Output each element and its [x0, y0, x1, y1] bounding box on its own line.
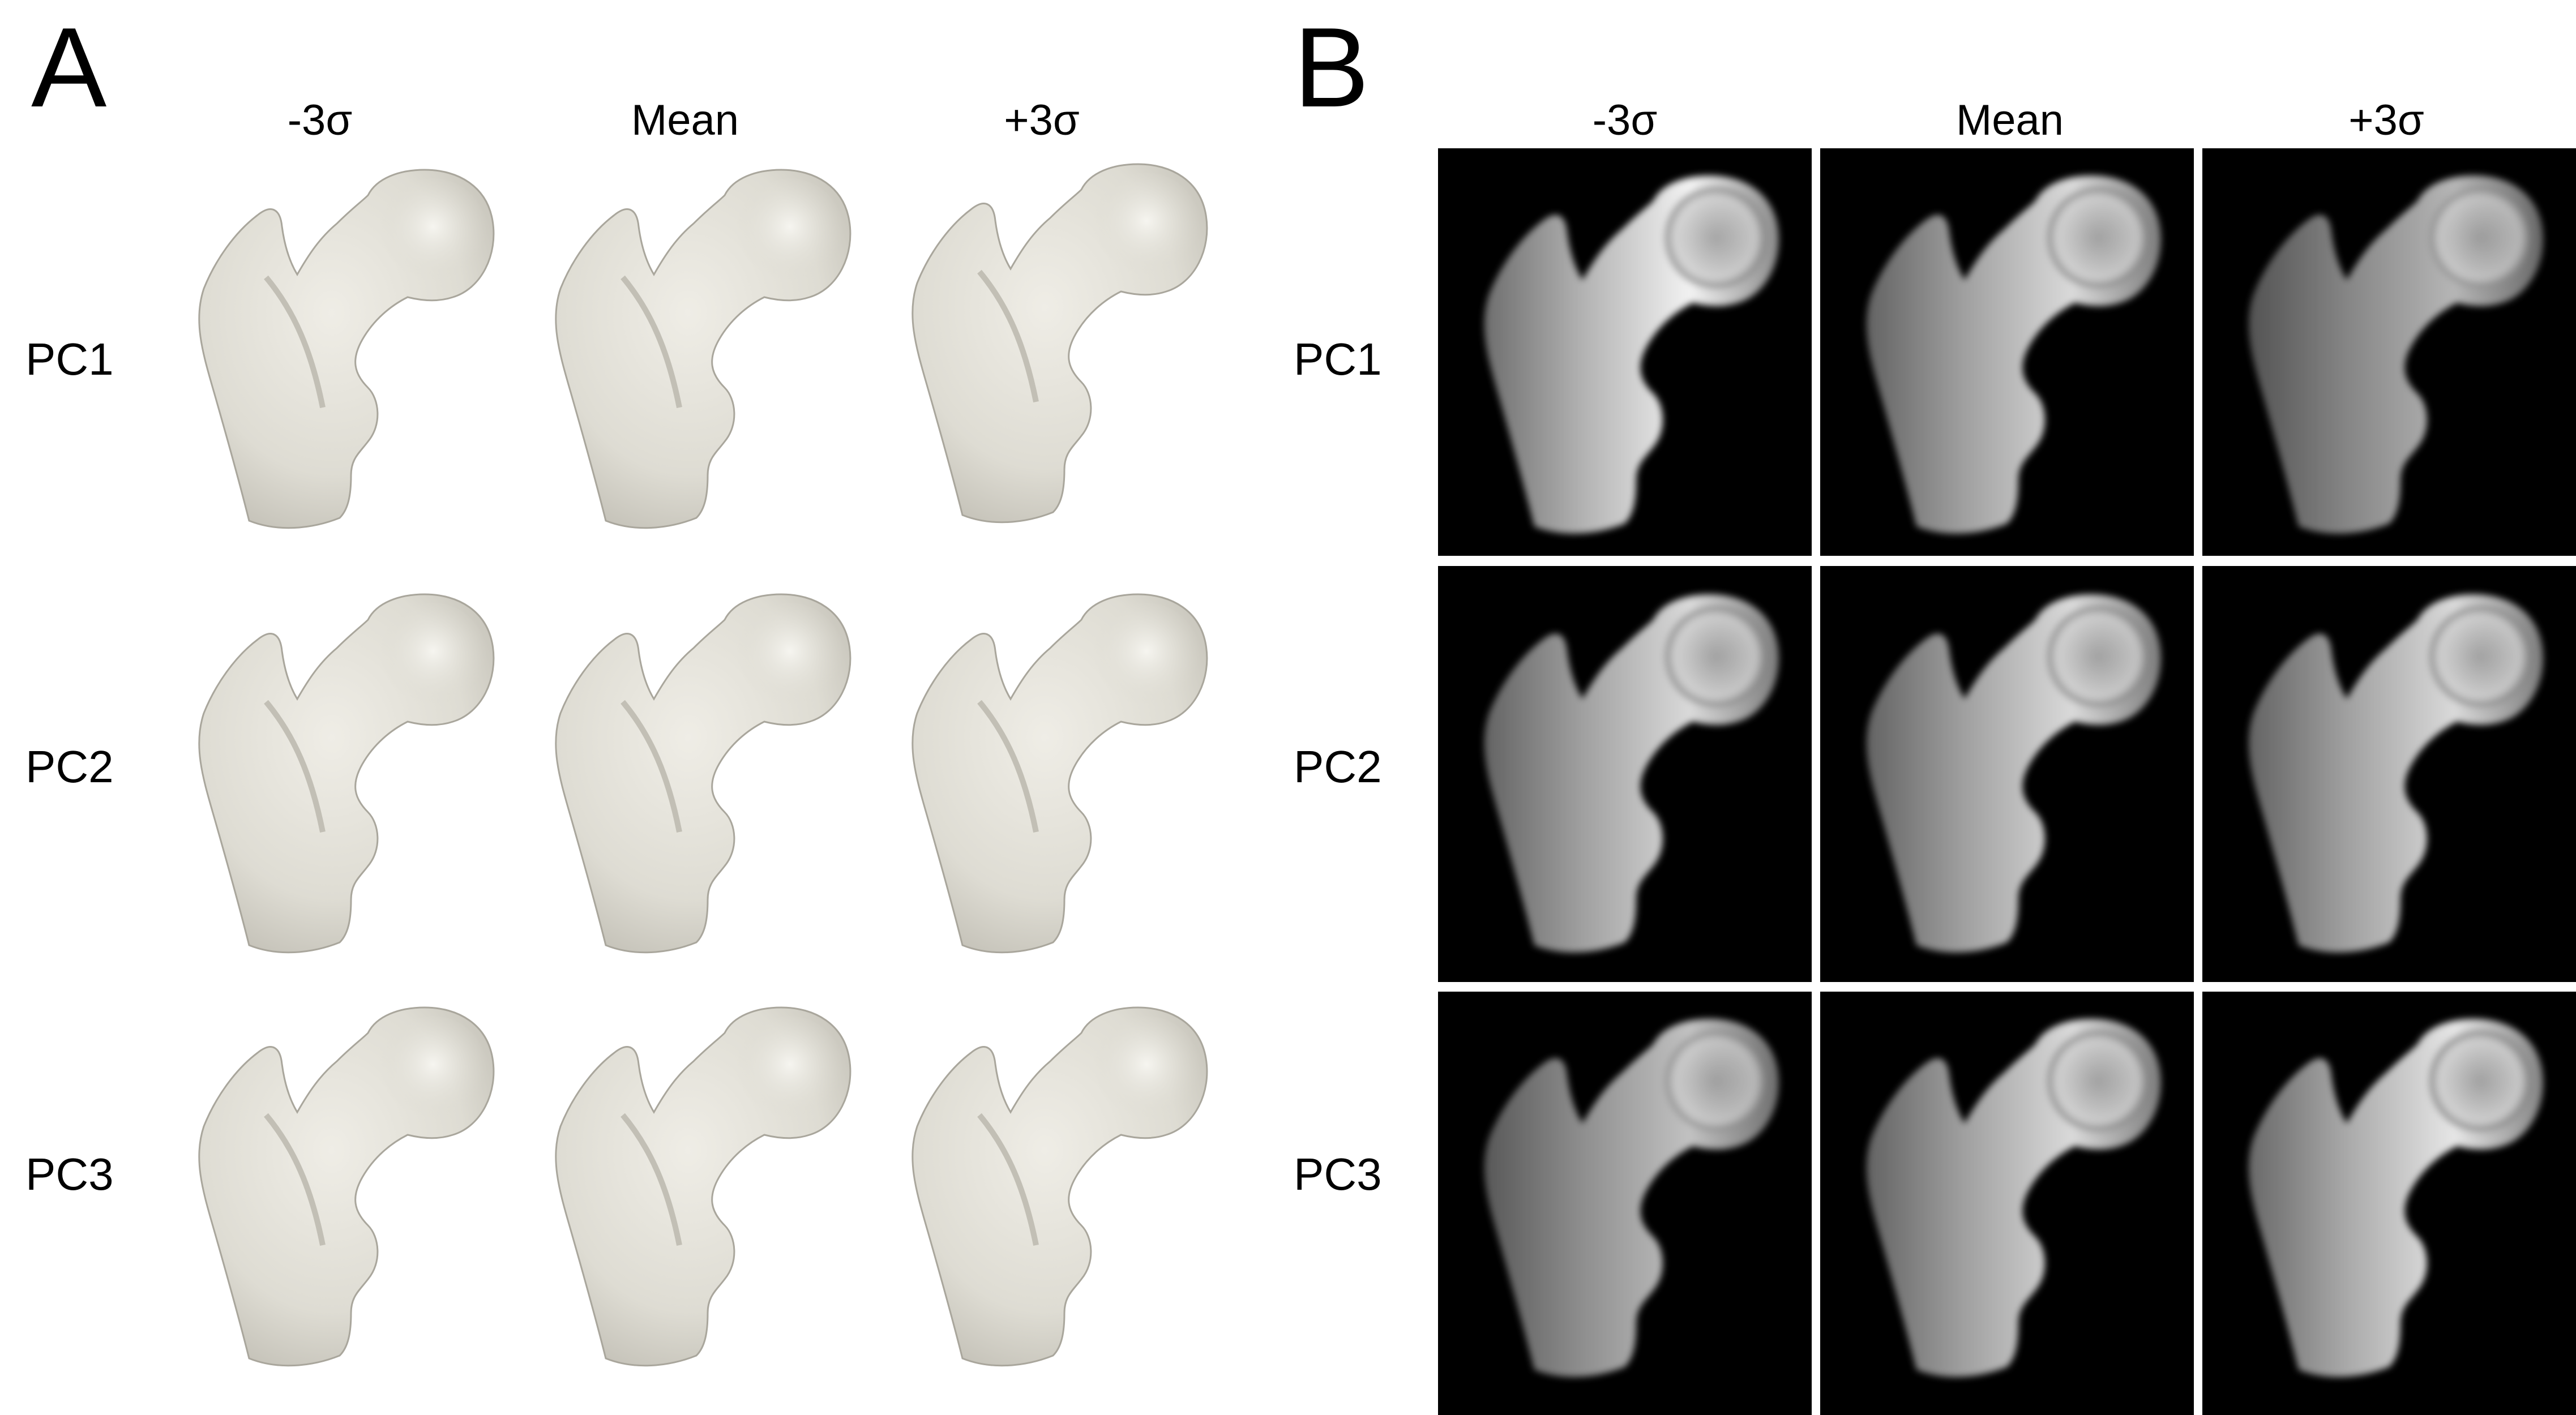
femur-surface-render-icon	[555, 1006, 851, 1367]
panel-b-col-mean: Mean	[1955, 96, 2064, 144]
femur-drr-xray-icon	[1866, 594, 2161, 953]
panel-b-col-plus3sigma: +3σ	[2348, 96, 2424, 144]
femur-drr-xray-icon	[1484, 594, 1779, 953]
femur-surface-render-icon	[198, 1006, 495, 1367]
femur-drr-xray-icon	[2248, 1019, 2543, 1377]
femur-surface-render-icon	[912, 1006, 1208, 1367]
femur-drr-xray-icon	[1484, 175, 1779, 534]
panel-b-row-pc3: PC3	[1294, 1149, 1382, 1199]
panel-b-row-pc1: PC1	[1294, 334, 1382, 384]
panel-b-row-pc2: PC2	[1294, 741, 1382, 792]
panel-b-col-minus3sigma: -3σ	[1592, 96, 1658, 144]
panel-b-grid	[1438, 148, 2576, 1415]
panel-a-col-mean: Mean	[631, 96, 739, 144]
panel-a-letter: A	[31, 5, 107, 131]
panel-a-row-pc1: PC1	[25, 334, 114, 384]
femur-surface-render-icon	[912, 593, 1208, 954]
femur-surface-render-icon	[198, 593, 495, 954]
femur-drr-xray-icon	[1484, 1019, 1779, 1377]
femur-surface-render-icon	[555, 169, 851, 529]
femur-drr-xray-icon	[1866, 1019, 2161, 1377]
femur-drr-xray-icon	[2248, 175, 2543, 534]
femur-surface-render-icon	[198, 169, 495, 529]
panel-a-col-minus3sigma: -3σ	[287, 96, 353, 144]
panel-a-row-pc3: PC3	[25, 1149, 114, 1199]
femur-surface-render-icon	[555, 593, 851, 954]
panel-a-grid	[198, 163, 1208, 1367]
panel-a-row-pc2: PC2	[25, 741, 114, 792]
femur-drr-xray-icon	[1866, 175, 2161, 534]
panel-a-col-plus3sigma: +3σ	[1004, 96, 1080, 144]
femur-drr-xray-icon	[2248, 594, 2543, 953]
panel-b-letter: B	[1294, 5, 1370, 131]
femur-surface-render-icon	[912, 163, 1208, 524]
